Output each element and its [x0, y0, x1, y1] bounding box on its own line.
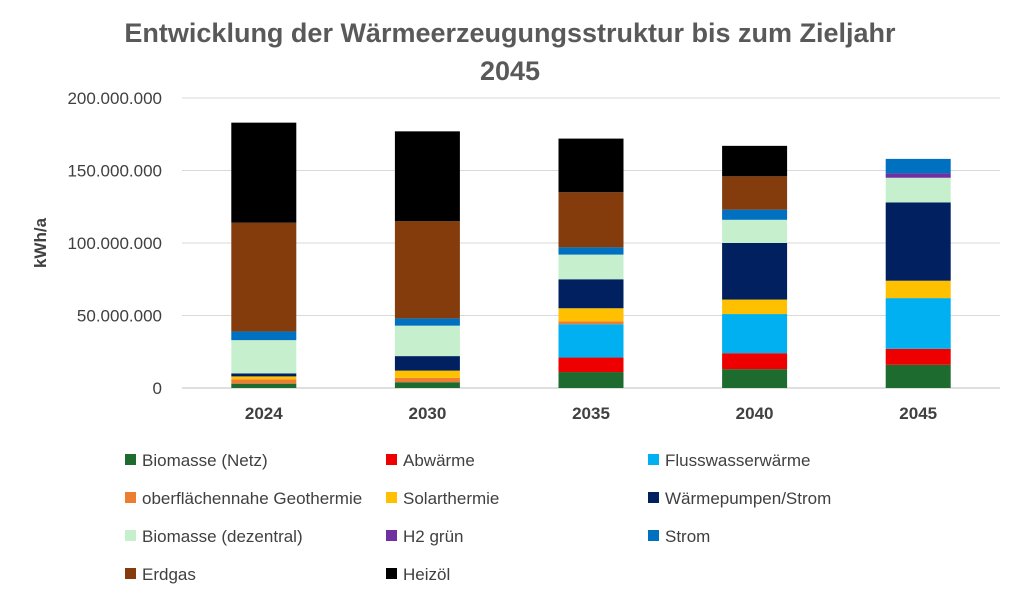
bar-segment: [558, 308, 624, 322]
legend-label: oberflächennahe Geothermie: [142, 489, 362, 508]
legend-label: Strom: [665, 527, 710, 546]
y-tick-label: 200.000.000: [67, 89, 162, 108]
legend-swatch: [386, 492, 397, 503]
bar-segment: [394, 370, 460, 378]
chart-title-line-1: Entwicklung der Wärmeerzeugungsstruktur …: [124, 18, 896, 48]
bar-segment: [558, 247, 624, 255]
bar-segment: [722, 209, 788, 220]
x-tick-label: 2040: [736, 404, 774, 423]
legend-label: Erdgas: [142, 565, 196, 584]
bar-segment: [394, 382, 460, 388]
legend-swatch: [386, 568, 397, 579]
y-tick-label: 0: [153, 379, 162, 398]
bar-segment: [394, 221, 460, 319]
bar-segment: [558, 254, 624, 280]
chart-title-line-2: 2045: [480, 56, 540, 86]
legend-label: H2 grün: [403, 527, 463, 546]
legend-label: Biomasse (dezentral): [142, 527, 303, 546]
bar-segment: [722, 369, 788, 388]
bar-segment: [558, 357, 624, 373]
bar-segment: [722, 314, 788, 354]
legend-label: Wärmepumpen/Strom: [665, 489, 831, 508]
legend-label: Heizöl: [403, 565, 450, 584]
bar-segment: [394, 131, 460, 222]
legend-swatch: [125, 530, 136, 541]
legend-label: Solarthermie: [403, 489, 499, 508]
legend-swatch: [125, 454, 136, 465]
bar-segment: [722, 243, 788, 300]
bar-segment: [394, 356, 460, 371]
legend-swatch: [648, 530, 659, 541]
legend-label: Abwärme: [403, 451, 475, 470]
bar-segment: [394, 325, 460, 357]
bar-segment: [885, 202, 951, 281]
bar-segment: [722, 219, 788, 243]
x-tick-label: 2030: [408, 404, 446, 423]
bar-segment: [231, 340, 297, 374]
legend-swatch: [648, 454, 659, 465]
legend: Biomasse (Netz) Abwärme Flusswasserwärme ob…: [125, 451, 831, 584]
bar-segment: [558, 372, 624, 388]
bar-segment: [885, 298, 951, 349]
x-tick-label: 2045: [899, 404, 937, 423]
bar-stacks: [231, 122, 951, 388]
legend-swatch: [125, 492, 136, 503]
bar-segment: [231, 331, 297, 341]
bar-segment: [558, 324, 624, 358]
bar-segment: [231, 376, 297, 380]
y-tick-label: 100.000.000: [67, 234, 162, 253]
bar-segment: [885, 280, 951, 299]
bar-segment: [558, 138, 624, 193]
bar-segment: [885, 348, 951, 365]
bar-segment: [231, 379, 297, 384]
legend-swatch: [386, 530, 397, 541]
legend-swatch: [125, 568, 136, 579]
bar-segment: [558, 321, 624, 325]
x-tick-label: 2024: [245, 404, 283, 423]
x-tick-labels: 2024 2030 2035 2040 2045: [245, 404, 937, 423]
y-tick-label: 50.000.000: [77, 307, 162, 326]
bar-segment: [885, 364, 951, 388]
bar-segment: [231, 122, 297, 223]
legend-swatch: [648, 492, 659, 503]
legend-swatch: [386, 454, 397, 465]
bar-segment: [231, 383, 297, 388]
x-tick-label: 2035: [572, 404, 610, 423]
bar-segment: [394, 377, 460, 383]
bar-segment: [722, 353, 788, 370]
bar-segment: [231, 222, 297, 332]
y-tick-labels: 0 50.000.000 100.000.000 150.000.000 200.000…: [67, 89, 162, 398]
bar-segment: [722, 145, 788, 177]
bar-segment: [885, 173, 951, 178]
bar-segment: [558, 279, 624, 309]
bar-segment: [722, 299, 788, 315]
legend-label: Biomasse (Netz): [142, 451, 268, 470]
bar-segment: [394, 318, 460, 326]
y-tick-label: 150.000.000: [67, 162, 162, 181]
legend-label: Flusswasserwärme: [665, 451, 810, 470]
y-axis-label: kWh/a: [31, 217, 50, 268]
bar-segment: [558, 192, 624, 248]
bar-segment: [231, 373, 297, 377]
bar-segment: [722, 176, 788, 210]
bar-segment: [885, 158, 951, 174]
bar-segment: [885, 177, 951, 203]
